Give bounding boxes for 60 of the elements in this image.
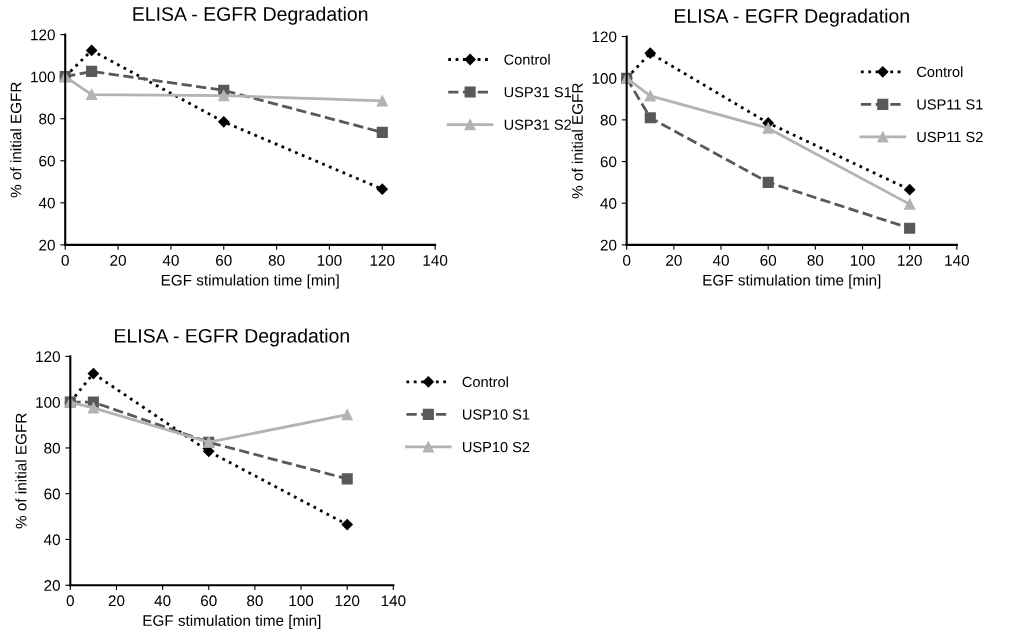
- x-axis-title: EGF stimulation time [min]: [143, 614, 321, 629]
- x-tick-label: 40: [712, 254, 729, 266]
- y-tick-label: 40: [43, 534, 60, 546]
- y-tick-label: 100: [31, 71, 55, 83]
- legend-label: USP11 S1: [917, 99, 983, 110]
- x-tick-label: 0: [61, 254, 69, 266]
- x-tick-label: 100: [850, 254, 875, 266]
- x-tick-label: 0: [66, 595, 74, 607]
- x-tick-label: 120: [335, 595, 360, 607]
- y-tick-label: 20: [44, 580, 60, 591]
- legend-label: USP11 S2: [917, 131, 983, 143]
- y-tick-label: 80: [44, 442, 60, 454]
- x-tick-label: 140: [945, 254, 969, 266]
- y-tick-label: 60: [44, 488, 60, 500]
- y-tick-label: 20: [39, 239, 55, 251]
- legend-label: Control: [462, 376, 508, 388]
- x-axis-title: EGF stimulation time [min]: [703, 274, 881, 289]
- y-tick-label: 120: [592, 31, 617, 43]
- y-tick-label: 80: [600, 114, 617, 126]
- x-tick-label: 60: [216, 254, 232, 266]
- x-tick-label: 100: [289, 595, 314, 607]
- y-tick-label: 80: [39, 113, 55, 125]
- x-tick-label: 80: [807, 254, 824, 266]
- y-axis-title: % of initial EGFR: [15, 413, 27, 529]
- chart-title: ELISA - EGFR Degradation: [133, 6, 368, 25]
- y-tick-label: 120: [31, 29, 55, 41]
- chart-title: ELISA - EGFR Degradation: [115, 328, 349, 347]
- y-tick-label: 60: [39, 155, 55, 167]
- x-tick-label: 80: [247, 595, 263, 607]
- y-tick-label: 40: [600, 198, 617, 209]
- x-tick-label: 140: [423, 254, 448, 266]
- x-tick-label: 60: [201, 595, 217, 607]
- x-tick-label: 80: [268, 254, 285, 266]
- legend-label: Control: [917, 66, 963, 78]
- x-tick-label: 120: [370, 254, 395, 266]
- y-tick-label: 120: [36, 351, 60, 363]
- y-tick-label: 40: [38, 197, 55, 209]
- y-tick-label: 100: [592, 73, 617, 84]
- x-tick-label: 20: [110, 254, 126, 266]
- x-tick-label: 40: [154, 595, 171, 607]
- legend-label: Control: [504, 54, 550, 65]
- x-tick-label: 0: [623, 254, 631, 266]
- x-tick-label: 60: [760, 254, 777, 266]
- x-tick-label: 100: [317, 254, 342, 266]
- y-axis-title: % of initial EGFR: [10, 82, 22, 198]
- x-axis-title: EGF stimulation time [min]: [161, 274, 339, 289]
- legend-label: USP31 S1: [504, 86, 572, 98]
- legend-label: USP31 S2: [504, 119, 572, 130]
- x-tick-label: 120: [898, 254, 922, 266]
- x-tick-label: 20: [666, 254, 682, 266]
- y-tick-label: 20: [600, 239, 617, 251]
- y-axis-title: % of initial EGFR: [571, 83, 583, 199]
- chart-title: ELISA - EGFR Degradation: [675, 8, 909, 27]
- x-tick-label: 40: [162, 254, 179, 266]
- legend-label: USP10 S1: [463, 409, 530, 420]
- legend-label: USP10 S2: [463, 441, 530, 453]
- y-tick-label: 100: [36, 397, 60, 408]
- x-tick-label: 20: [108, 595, 125, 607]
- x-tick-label: 140: [381, 595, 406, 607]
- y-tick-label: 60: [600, 156, 617, 168]
